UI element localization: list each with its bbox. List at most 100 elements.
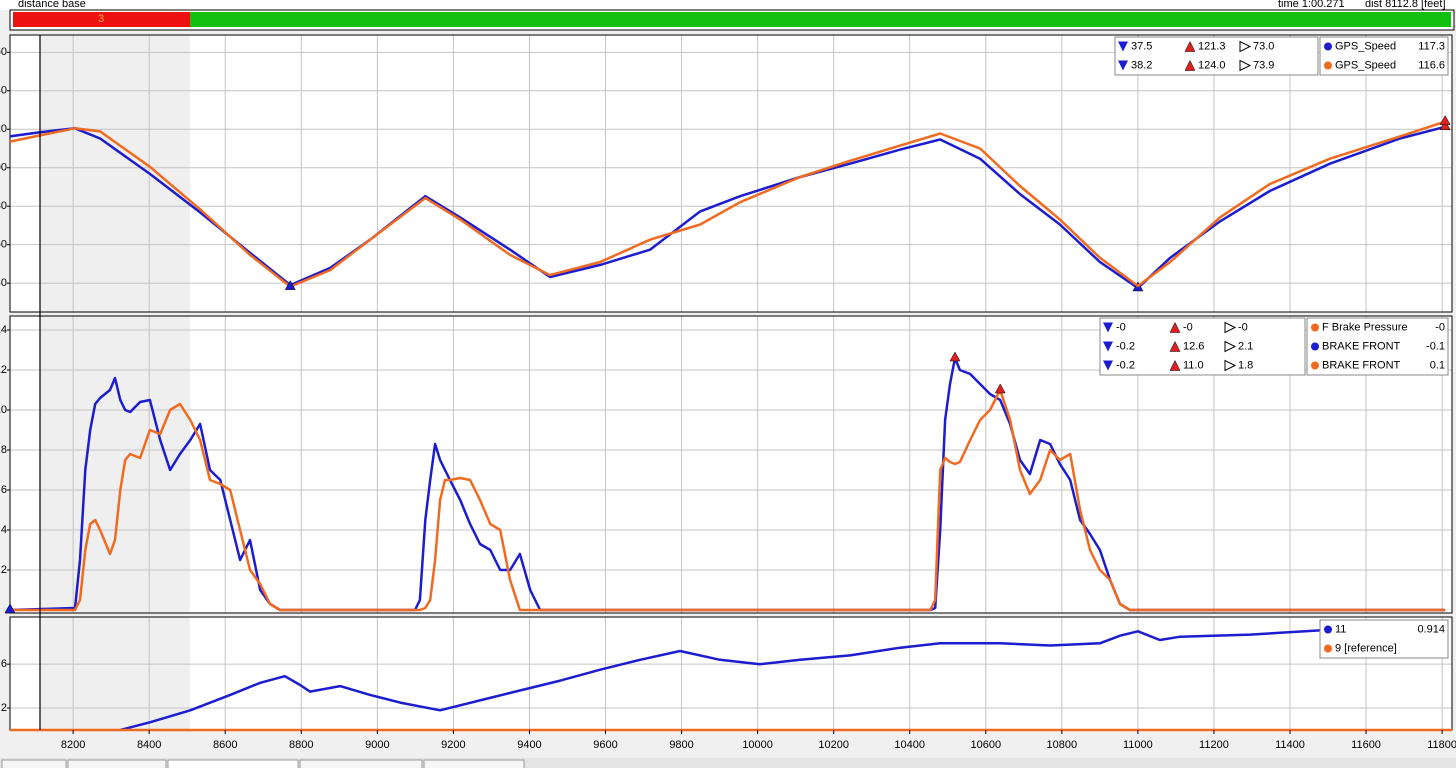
avg-icon [1239,59,1252,72]
max-icon [1184,59,1196,71]
series-line [10,388,1446,612]
distance-readout: dist 8112.8 [feet] [1365,0,1446,10]
max-marker [949,351,961,362]
legend-avg: 73.0 [1253,40,1274,52]
legend-dot [1324,61,1332,70]
x-tick-label: 11000 [1123,739,1153,751]
legend-min: 38.2 [1131,59,1152,71]
max-marker [1439,120,1451,131]
y-tick-label: 6 [1,484,7,496]
legend-dot [1311,361,1319,370]
tab[interactable] [67,759,167,768]
y-tick-label: 140 [0,85,7,97]
tab-strip [0,758,1456,768]
x-tick-label: 10000 [742,739,773,751]
legend-cursor-value: 117.3 [1418,40,1445,52]
y-tick-label: 8 [1,444,7,456]
panel [10,35,1452,312]
legend-max: 12.6 [1183,340,1204,352]
y-tick-label: 100 [0,162,7,174]
legend-max: 121.3 [1198,40,1226,52]
x-tick-label: 10200 [818,739,849,751]
panel-border [9,34,1453,313]
max-icon [1169,359,1181,371]
y-tick-label: 10 [0,404,7,416]
legend-avg: -0 [1238,321,1248,333]
min-marker [4,603,16,614]
x-tick-label: 10800 [1047,739,1078,751]
header-strip [0,0,1456,10]
legend-dot [1324,42,1332,51]
legend-min: -0.2 [1116,340,1135,352]
legend-avg: 73.9 [1253,59,1274,71]
x-tick-label: 11800 [1427,739,1456,751]
x-tick-label: 11200 [1199,739,1229,751]
tab[interactable] [299,759,423,768]
x-tick-label: 8400 [137,739,161,751]
legend-cursor-value: -0 [1435,321,1445,333]
series-line [9,120,1446,288]
min-icon [1118,60,1128,71]
y-tick-label: 14 [0,324,7,336]
max-icon [1169,340,1181,352]
y-tick-label: 2 [1,564,7,576]
legend-name: BRAKE FRONT [1322,359,1401,371]
legend-box [1319,619,1449,659]
x-tick-label: 9000 [365,739,389,751]
legend-max: -0 [1183,321,1193,333]
x-tick-label: 8200 [61,739,85,751]
tab[interactable] [423,759,525,768]
tab[interactable] [1,759,67,768]
max-icon [1169,321,1181,333]
panel-border [9,315,1453,614]
min-icon [1103,360,1113,371]
legend-stats-box [1114,36,1319,76]
x-tick-label: 8600 [213,739,237,751]
segment-rest[interactable] [190,12,1451,27]
legend-name: 9 [reference] [1335,642,1397,654]
avg-icon [1224,321,1237,334]
legend-name: GPS_Speed [1335,40,1396,52]
tab-strip-bg [0,758,1456,768]
x-tick-label: 8800 [289,739,313,751]
y-tick-label: 0.2 [0,702,7,714]
legend-cursor-value: 116.6 [1418,59,1445,71]
y-tick-label: 0.6 [0,658,7,670]
legend-stats-box [1099,317,1306,376]
x-tick-label: 11600 [1351,739,1381,751]
avg-icon [1239,40,1252,53]
legend-cursor-value: 0.1 [1430,359,1445,371]
y-tick-label: 40 [0,277,7,289]
selection-shade [40,617,190,730]
segment-label: 3 [98,13,104,25]
legend-name: F Brake Pressure [1322,321,1408,333]
legend-min: -0.2 [1116,359,1135,371]
min-icon [1118,41,1128,52]
x-tick-label: 9600 [593,739,617,751]
legend-name: BRAKE FRONT [1322,340,1401,352]
legend-dot [1311,342,1319,351]
avg-icon [1224,359,1237,372]
x-tick-label: 10600 [970,739,1001,751]
legend-box [1319,36,1449,76]
min-icon [1103,341,1113,352]
y-tick-label: 80 [0,200,7,212]
y-tick-label: 4 [1,524,7,536]
avg-icon [1224,340,1237,353]
legend-avg: 1.8 [1238,359,1253,371]
header-label: distance base [18,0,86,10]
legend-cursor-value: 0.914 [1417,623,1445,635]
selection-shade [40,316,190,613]
y-tick-label: 12 [0,364,7,376]
legend-dot [1324,625,1332,634]
legend-name: 11 [1335,623,1346,635]
legend-min: -0 [1116,321,1126,333]
legend-cursor-value: -0.1 [1426,340,1445,352]
x-tick-label: 11400 [1275,739,1305,751]
segment-current[interactable] [13,12,190,27]
min-icon [1103,322,1113,333]
tab[interactable] [167,759,299,768]
time-readout: time 1:00.271 [1278,0,1345,10]
